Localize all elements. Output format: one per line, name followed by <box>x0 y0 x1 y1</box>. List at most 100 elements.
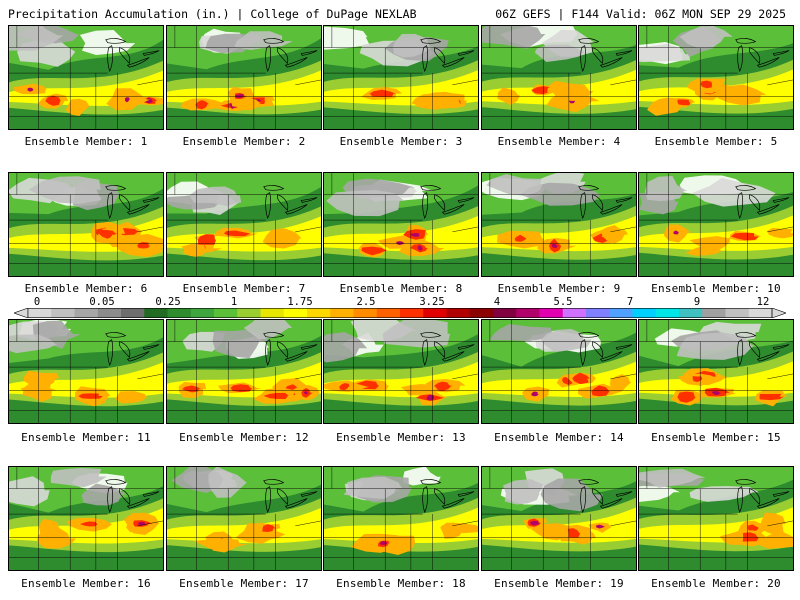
very-heavy-precip-cell <box>692 376 703 382</box>
ensemble-member-label: Ensemble Member: 16 <box>21 577 151 590</box>
state-boundary <box>610 79 636 86</box>
heavy-precip-cell <box>182 243 206 257</box>
great-lake-outline <box>615 491 633 497</box>
great-lake-outline <box>263 332 285 338</box>
colorbar-tick-label: 3.25 <box>419 296 445 308</box>
ensemble-member-label: Ensemble Member: 12 <box>179 431 309 444</box>
great-lake-outline <box>578 479 600 485</box>
great-lake-outline <box>735 38 757 44</box>
state-boundary <box>767 226 793 233</box>
heavy-precip-cell <box>689 236 731 251</box>
ensemble-member-map <box>638 25 794 130</box>
heavy-precip-cell <box>547 84 583 96</box>
very-heavy-precip-cell <box>514 234 527 242</box>
very-heavy-precip-cell <box>531 86 553 95</box>
great-lake-outline <box>457 491 475 497</box>
colorbar-right-arrow <box>771 308 786 318</box>
heavy-precip-cell <box>108 234 130 248</box>
trace-precip-area <box>243 320 293 340</box>
ensemble-member-label: Ensemble Member: 20 <box>651 577 781 590</box>
great-lake-outline <box>422 45 429 73</box>
colorbar-swatch <box>725 308 750 318</box>
heavier-precip-band <box>167 70 321 106</box>
colorbar-swatch <box>702 308 726 318</box>
great-lake-outline <box>142 491 160 497</box>
great-lake-outline <box>735 185 757 191</box>
heavy-precip-cell <box>65 98 90 116</box>
ensemble-member-label: Ensemble Member: 5 <box>654 135 778 148</box>
trace-precip-area <box>208 467 248 498</box>
heavy-precip-cell <box>400 384 438 396</box>
ensemble-member-label: Ensemble Member: 13 <box>336 431 466 444</box>
great-lake-outline <box>119 488 131 505</box>
great-lake-outline <box>457 344 475 350</box>
ensemble-member-label: Ensemble Member: 19 <box>494 577 624 590</box>
very-heavy-precip-cell <box>361 246 388 256</box>
great-lake-outline <box>441 351 465 362</box>
ensemble-member-label: Ensemble Member: 15 <box>651 431 781 444</box>
colorbar-swatch <box>632 308 657 318</box>
trace-precip-area <box>639 485 680 502</box>
great-lake-outline <box>107 339 114 367</box>
colorbar-tick-label: 0 <box>33 296 41 308</box>
great-lake-outline <box>142 50 160 56</box>
ensemble-member-label: Ensemble Member: 14 <box>494 431 624 444</box>
state-boundary <box>137 79 163 86</box>
great-lake-outline <box>615 50 633 56</box>
very-heavy-precip-cell <box>230 384 253 393</box>
great-lake-outline <box>277 341 289 358</box>
ensemble-member-map <box>8 466 164 571</box>
colorbar-swatch <box>260 308 285 318</box>
ensemble-member-map <box>166 319 322 424</box>
very-heavy-precip-cell <box>223 230 251 237</box>
very-heavy-precip-cell <box>262 524 276 532</box>
trace-precip-area <box>9 26 64 51</box>
very-heavy-precip-cell <box>567 528 581 538</box>
great-lake-outline <box>578 332 600 338</box>
colorbar-swatch <box>214 308 238 318</box>
trace-precip-area <box>482 26 546 49</box>
great-lake-outline <box>737 192 744 220</box>
colorbar-swatch <box>539 308 564 318</box>
very-heavy-precip-cell <box>747 524 760 532</box>
colorbar-left-arrow <box>14 308 29 318</box>
great-lake-outline <box>420 332 442 338</box>
heavy-precip-cell <box>609 374 632 391</box>
very-heavy-precip-cell <box>677 391 696 403</box>
extreme-precip-cell <box>531 391 539 397</box>
extreme-precip-cell <box>235 93 244 99</box>
great-lake-outline <box>749 488 761 505</box>
extreme-precip-cell <box>530 520 540 526</box>
trace-precip-area <box>689 486 759 502</box>
trace-precip-area <box>503 479 544 505</box>
great-lake-outline <box>422 192 429 220</box>
state-boundary <box>452 520 478 527</box>
great-lake-outline <box>756 498 780 509</box>
great-lake-outline <box>434 47 446 64</box>
great-lake-outline <box>126 498 150 509</box>
heavy-precip-cell <box>759 512 786 536</box>
great-lake-outline <box>434 341 446 358</box>
great-lake-outline <box>284 57 308 68</box>
very-heavy-precip-cell <box>197 234 217 245</box>
very-heavy-precip-cell <box>759 393 784 401</box>
great-lake-outline <box>422 486 429 514</box>
heavy-precip-cell <box>715 84 767 106</box>
ensemble-member-map <box>638 466 794 571</box>
great-lake-outline <box>756 351 780 362</box>
colorbar-swatch <box>237 308 261 318</box>
ensemble-member-label: Ensemble Member: 17 <box>179 577 309 590</box>
state-boundary <box>137 373 163 380</box>
great-lake-outline <box>142 197 160 203</box>
colorbar-swatch <box>748 308 773 318</box>
great-lake-outline <box>107 486 114 514</box>
colorbar-swatch <box>446 308 471 318</box>
trace-precip-area <box>639 468 706 488</box>
ensemble-member-map <box>166 172 322 277</box>
ensemble-member-map <box>8 172 164 277</box>
trace-precip-area <box>382 320 451 348</box>
state-boundary <box>295 373 321 380</box>
very-heavy-precip-cell <box>263 392 289 400</box>
great-lake-outline <box>284 498 308 509</box>
great-lake-outline <box>737 486 744 514</box>
